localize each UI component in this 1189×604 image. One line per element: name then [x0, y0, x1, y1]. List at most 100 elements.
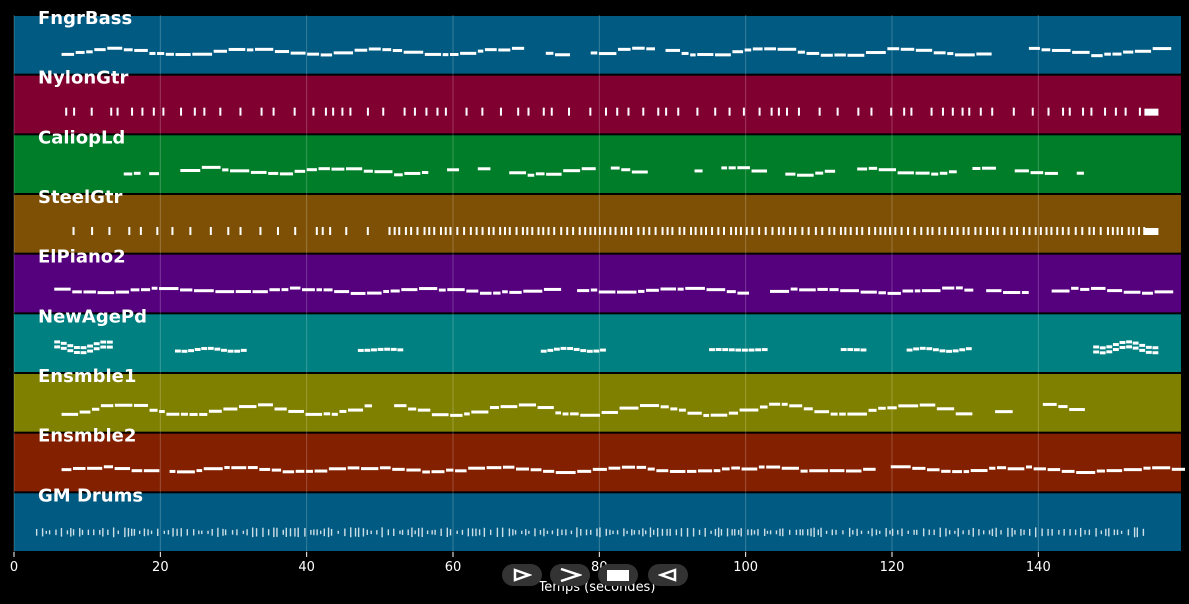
note — [720, 529, 723, 536]
note — [87, 529, 90, 536]
note — [916, 529, 918, 535]
note — [54, 345, 61, 349]
note — [151, 286, 158, 290]
note — [527, 173, 535, 177]
note — [262, 527, 264, 537]
note — [456, 530, 458, 535]
note — [526, 226, 529, 235]
note — [1080, 287, 1090, 291]
note — [438, 288, 446, 292]
note — [551, 530, 554, 535]
note — [751, 226, 754, 235]
note — [861, 226, 864, 235]
note — [556, 528, 559, 536]
note — [898, 404, 919, 408]
note — [675, 529, 678, 536]
note — [493, 291, 501, 295]
note — [789, 404, 803, 408]
note — [620, 226, 623, 235]
note — [180, 412, 188, 416]
note — [545, 51, 554, 55]
track-lane — [14, 314, 1181, 372]
note — [623, 528, 625, 537]
note — [1088, 529, 1091, 536]
note — [686, 527, 689, 537]
play-button[interactable] — [502, 564, 542, 586]
note — [141, 107, 144, 116]
note — [383, 290, 389, 294]
note — [670, 407, 678, 411]
note — [1072, 50, 1090, 54]
note — [867, 530, 870, 534]
note — [1113, 529, 1116, 536]
note — [847, 412, 867, 416]
note — [1088, 226, 1091, 235]
note — [576, 527, 578, 538]
note — [79, 410, 91, 414]
note — [735, 348, 742, 352]
note — [853, 348, 860, 352]
note — [581, 167, 596, 171]
note — [479, 291, 492, 295]
note — [968, 529, 970, 535]
note — [737, 529, 740, 535]
note — [215, 290, 235, 294]
back-button[interactable] — [648, 564, 688, 586]
note — [687, 411, 702, 415]
note — [777, 107, 780, 116]
note — [70, 528, 72, 537]
track-label: NewAgePd — [38, 306, 147, 327]
note — [431, 413, 449, 417]
note — [1022, 226, 1025, 235]
track-lane — [14, 374, 1181, 432]
note — [404, 226, 407, 235]
note — [807, 226, 810, 235]
note — [955, 412, 973, 416]
note — [304, 527, 306, 537]
note — [86, 50, 93, 54]
note — [777, 226, 780, 235]
note — [466, 289, 479, 293]
note — [319, 530, 322, 535]
note — [1104, 107, 1107, 116]
note — [499, 226, 502, 235]
note — [282, 529, 284, 535]
note — [434, 529, 436, 535]
note — [547, 226, 550, 235]
note — [1079, 527, 1082, 537]
note — [117, 530, 119, 535]
stop-button[interactable] — [598, 564, 638, 586]
note — [919, 403, 936, 407]
note — [1061, 226, 1064, 235]
note — [1071, 286, 1079, 290]
note — [786, 107, 789, 116]
note — [149, 408, 158, 412]
note — [288, 409, 304, 413]
note — [868, 408, 877, 412]
note — [370, 530, 372, 535]
note — [974, 226, 977, 235]
note — [915, 171, 930, 175]
note — [759, 405, 768, 409]
note — [747, 529, 749, 536]
note — [203, 467, 223, 471]
note — [860, 348, 867, 352]
note — [347, 408, 364, 412]
forward-button[interactable] — [550, 564, 590, 586]
note — [157, 51, 165, 55]
note — [1076, 471, 1096, 475]
note — [274, 407, 287, 411]
note — [392, 467, 405, 471]
note — [1138, 107, 1141, 116]
note — [739, 226, 742, 235]
note — [601, 410, 618, 414]
note — [731, 466, 740, 470]
note — [421, 527, 423, 537]
note — [814, 226, 817, 235]
note — [769, 402, 781, 406]
note — [162, 107, 165, 116]
note — [600, 348, 606, 352]
note — [660, 405, 669, 409]
note — [1063, 529, 1065, 536]
note — [1041, 48, 1051, 52]
